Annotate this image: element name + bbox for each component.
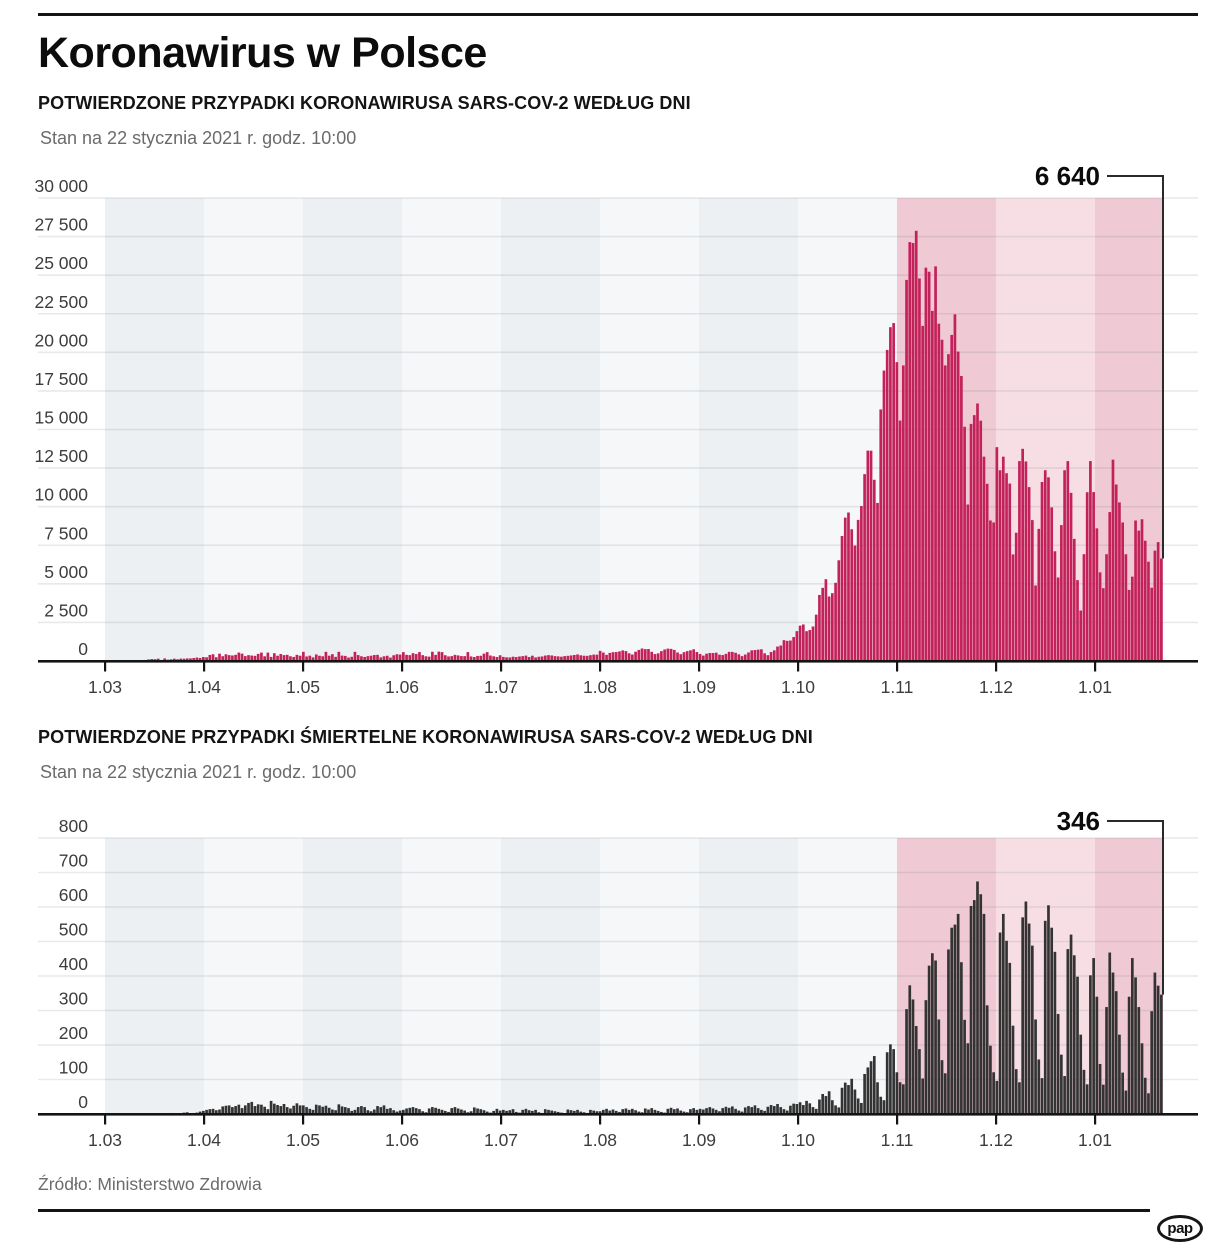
y-axis-label: 20 000	[34, 330, 88, 350]
y-axis-label: 2 500	[44, 600, 88, 620]
y-axis-label: 12 500	[34, 446, 88, 466]
x-axis-label: 1.09	[682, 1130, 716, 1150]
y-axis-label: 7 500	[44, 523, 88, 543]
x-axis-label: 1.08	[583, 1130, 617, 1150]
chart-2-bars	[140, 881, 1163, 1115]
y-axis-label: 15 000	[34, 408, 88, 428]
chart-1: 30 000 27 500 25 000 22 500 20 000 17 500 15 0…	[34, 161, 1198, 697]
x-axis-label: 1.12	[979, 1130, 1013, 1150]
x-axis-label: 1.11	[881, 677, 914, 697]
source-note: Źródło: Ministerstwo Zdrowia	[38, 1174, 262, 1194]
chart-1-annotation: 6 640	[1035, 161, 1164, 559]
x-axis-label: 1.05	[286, 1130, 320, 1150]
y-axis-label: 17 500	[34, 369, 88, 389]
chart-1-grid: 30 000 27 500 25 000 22 500 20 000 17 500 15 0…	[34, 176, 1198, 662]
y-axis-label: 5 000	[44, 562, 88, 582]
y-axis-label: 400	[59, 954, 88, 974]
y-axis-label: 500	[59, 920, 88, 940]
y-axis-label: 0	[78, 1092, 88, 1112]
y-axis-label: 600	[59, 885, 88, 905]
y-axis-label: 22 500	[34, 292, 88, 312]
x-axis-label: 1.09	[682, 677, 716, 697]
chart-2-heading: POTWIERDZONE PRZYPADKI ŚMIERTELNE KORONA…	[38, 727, 813, 747]
x-axis-label: 1.04	[187, 1130, 221, 1150]
x-axis-label: 1.10	[781, 1130, 815, 1150]
y-axis-label: 25 000	[34, 253, 88, 273]
y-axis-label: 200	[59, 1023, 88, 1043]
pap-logo-text: pap	[1167, 1219, 1193, 1237]
y-axis-label: 300	[59, 989, 88, 1009]
pap-logo: pap	[1157, 1215, 1203, 1242]
chart-1-subtitle: Stan na 22 stycznia 2021 r. godz. 10:00	[40, 128, 357, 148]
x-axis-label: 1.04	[187, 677, 221, 697]
page-title: Koronawirus w Polsce	[38, 29, 487, 77]
x-axis-label: 1.07	[484, 677, 518, 697]
x-axis-label: 1.03	[88, 1130, 122, 1150]
chart-2-grid: 800 700 600 500 400 300 200 100 0	[38, 816, 1198, 1115]
chart-2-x-axis: 1.03 1.04 1.05 1.06 1.07 1.08 1.09 1.10 1.11 1.12…	[38, 1113, 1198, 1150]
top-rule	[38, 13, 1198, 16]
x-axis-label: 1.07	[484, 1130, 518, 1150]
x-axis-label: 1.03	[88, 677, 122, 697]
chart-2-annotation: 346	[1057, 806, 1164, 995]
chart-2-annotation-value: 346	[1057, 806, 1100, 836]
y-axis-label: 0	[78, 639, 88, 659]
x-axis-label: 1.01	[1078, 677, 1112, 697]
x-axis-label: 1.10	[781, 677, 815, 697]
x-axis-label: 1.06	[385, 1130, 419, 1150]
x-axis-label: 1.01	[1078, 1130, 1112, 1150]
x-axis-label: 1.12	[979, 677, 1013, 697]
x-axis-label: 1.05	[286, 677, 320, 697]
x-axis-label: 1.11	[881, 1130, 914, 1150]
y-axis-label: 100	[59, 1058, 88, 1078]
bottom-rule	[38, 1209, 1150, 1212]
x-axis-label: 1.06	[385, 677, 419, 697]
x-axis-label: 1.08	[583, 677, 617, 697]
chart-1-bars	[105, 230, 1163, 662]
chart-1-heading: POTWIERDZONE PRZYPADKI KORONAWIRUSA SARS…	[38, 93, 691, 113]
y-axis-label: 10 000	[34, 485, 88, 505]
y-axis-label: 27 500	[34, 215, 88, 235]
chart-2-subtitle: Stan na 22 stycznia 2021 r. godz. 10:00	[40, 762, 357, 782]
y-axis-label: 800	[59, 816, 88, 836]
y-axis-label: 30 000	[34, 176, 88, 196]
chart-1-x-axis: 1.03 1.04 1.05 1.06 1.07 1.08 1.09 1.10 1.11 1.12…	[38, 660, 1198, 697]
chart-1-annotation-value: 6 640	[1035, 161, 1100, 191]
y-axis-label: 700	[59, 851, 88, 871]
